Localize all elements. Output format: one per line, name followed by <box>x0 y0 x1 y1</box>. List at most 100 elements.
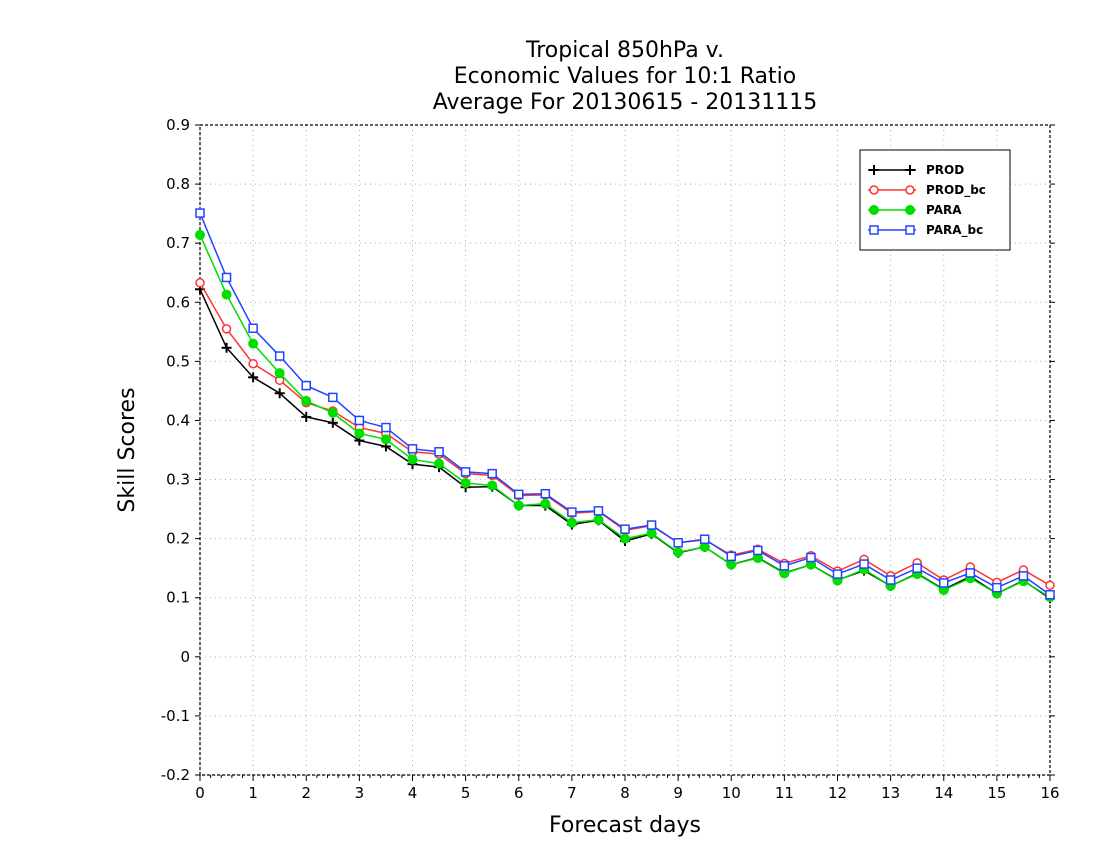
y-tick-label: 0.5 <box>166 352 190 370</box>
data-point-para-bc <box>806 552 816 563</box>
y-tick-label: 0.6 <box>166 293 190 311</box>
data-point-para-bc <box>859 559 869 569</box>
legend-item-para: PARA <box>868 203 962 217</box>
x-tick-label: 9 <box>673 784 683 802</box>
data-point-para-bc <box>540 488 551 499</box>
data-point-para-bc <box>646 520 657 530</box>
data-point-para-bc <box>593 506 604 516</box>
data-point-prod <box>221 342 232 353</box>
data-point-para-bc <box>301 380 311 391</box>
data-point-para-bc <box>673 538 683 548</box>
axes: -0.2-0.100.10.20.30.40.50.60.70.80.90 1 2 3… <box>161 116 1060 802</box>
legend-marker <box>905 225 915 235</box>
data-point-para <box>248 338 259 349</box>
y-tick-label: 0 <box>180 648 190 666</box>
data-point-para-bc <box>939 578 949 588</box>
data-point-para-bc <box>328 392 338 403</box>
data-point-para <box>620 533 630 544</box>
data-point-para-bc <box>753 545 763 556</box>
chart-title: Tropical 850hPa v. Economic Values for 1… <box>433 38 818 115</box>
data-point-para <box>513 500 524 511</box>
data-point-para-bc <box>487 468 497 479</box>
data-point-para-bc <box>885 575 896 585</box>
data-point-para <box>407 454 418 465</box>
x-tick-label: 0 <box>195 784 205 802</box>
legend-box <box>859 149 1011 251</box>
data-point-para-bc <box>965 568 976 578</box>
x-tick-label: 11 <box>775 784 794 802</box>
data-point-para <box>327 407 338 418</box>
legend-item-prod: PROD <box>868 163 964 177</box>
data-point-para-bc <box>381 422 391 433</box>
x-tick-label: 3 <box>355 784 365 802</box>
y-tick-label: 0.1 <box>166 589 190 607</box>
data-point-prod <box>327 417 338 428</box>
data-point-prod <box>274 388 285 399</box>
data-point-prod-bc <box>195 278 205 288</box>
data-point-para-bc <box>274 351 285 361</box>
x-tick-label: 2 <box>301 784 311 802</box>
legend: PROD PROD_bc PARA PARA_bc <box>859 149 1011 251</box>
data-point-para-bc <box>407 444 418 454</box>
x-tick-label: 12 <box>828 784 847 802</box>
legend-item-prod-bc: PROD_bc <box>868 183 986 198</box>
y-tick-label: 0.4 <box>166 411 190 429</box>
x-axis-label: Forecast days <box>549 813 701 838</box>
data-point-para <box>195 229 205 240</box>
y-tick-label: -0.2 <box>161 766 190 784</box>
data-point-para-bc <box>460 467 471 477</box>
data-point-para-bc <box>567 507 577 517</box>
data-point-para-bc <box>221 272 232 283</box>
data-point-para-bc <box>195 208 205 218</box>
data-point-para-bc <box>1018 571 1029 581</box>
data-point-para <box>354 428 365 439</box>
data-point-prod <box>248 372 259 383</box>
x-tick-label: 14 <box>934 784 953 802</box>
data-point-para-bc <box>514 489 524 500</box>
data-point-para-bc <box>354 415 365 426</box>
data-point-para-bc <box>992 582 1002 593</box>
data-point-para-bc <box>832 569 843 579</box>
data-point-para-bc <box>1045 590 1055 600</box>
data-point-para-bc <box>248 323 258 334</box>
legend-marker <box>905 185 915 195</box>
y-tick-label: 0.9 <box>166 116 190 134</box>
data-point-para <box>487 480 498 491</box>
data-point-para <box>593 514 604 525</box>
data-point-prod-bc <box>221 324 232 334</box>
data-point-prod-bc <box>1045 580 1055 591</box>
x-tick-label: 4 <box>408 784 418 802</box>
data-point-para-bc <box>726 551 736 562</box>
x-tick-label: 15 <box>987 784 1006 802</box>
data-point-para <box>726 559 737 570</box>
y-tick-label: 0.2 <box>166 530 190 548</box>
data-point-para-bc <box>434 447 444 457</box>
x-tick-label: 16 <box>1040 784 1059 802</box>
legend-label: PARA_bc <box>926 223 983 238</box>
data-point-para-bc <box>699 534 710 544</box>
data-point-para <box>646 528 657 539</box>
x-tick-label: 10 <box>722 784 741 802</box>
data-point-para-bc <box>779 561 790 571</box>
title-line-1: Tropical 850hPa v. <box>525 38 724 63</box>
y-tick-label: 0.3 <box>166 471 190 489</box>
y-tick-label: 0.8 <box>166 175 190 193</box>
legend-label: PARA <box>926 203 962 217</box>
series-lines <box>195 208 1055 604</box>
x-tick-label: 6 <box>514 784 524 802</box>
title-line-3: Average For 20130615 - 20131115 <box>433 90 818 115</box>
legend-label: PROD <box>926 163 964 177</box>
x-tick-label: 13 <box>881 784 900 802</box>
legend-item-para-bc: PARA_bc <box>868 223 983 238</box>
data-point-para-bc <box>912 563 922 573</box>
data-point-para <box>380 434 391 445</box>
data-point-para <box>274 368 285 379</box>
data-point-prod <box>301 411 312 422</box>
data-point-para <box>434 458 445 469</box>
data-point-para <box>673 547 684 558</box>
x-tick-label: 1 <box>248 784 258 802</box>
legend-label: PROD_bc <box>926 183 986 198</box>
x-tick-label: 7 <box>567 784 577 802</box>
